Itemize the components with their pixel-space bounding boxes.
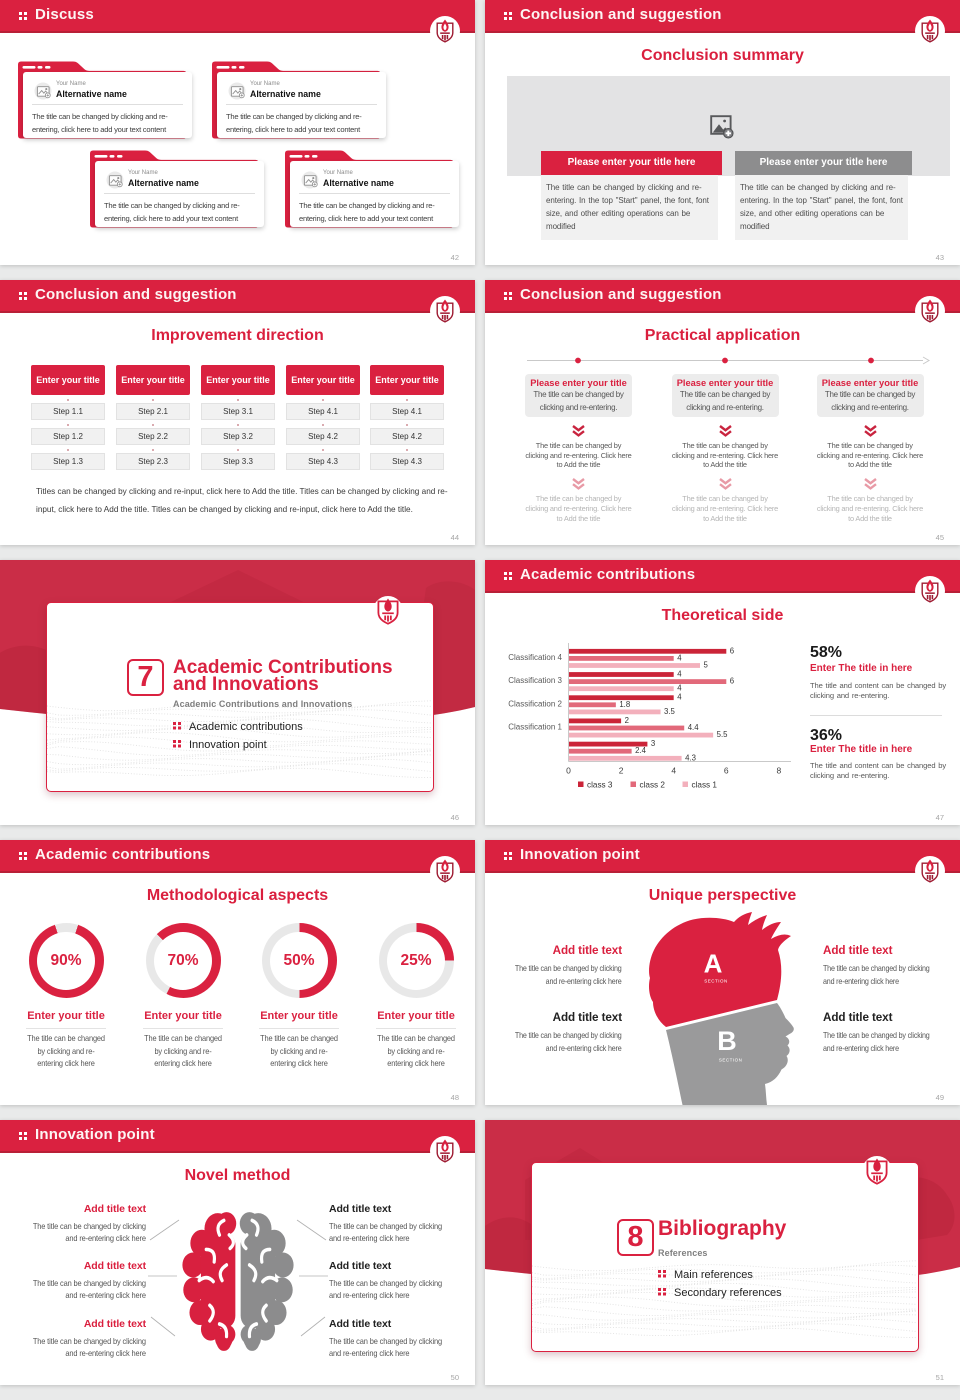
svg-text:3.5: 3.5 (664, 707, 676, 716)
svg-text:4.4: 4.4 (688, 723, 700, 732)
svg-text:2: 2 (619, 766, 624, 776)
svg-text:4: 4 (671, 766, 676, 776)
svg-text:4: 4 (677, 670, 682, 679)
svg-text:5: 5 (704, 661, 709, 670)
svg-text:1.8: 1.8 (619, 700, 630, 709)
svg-text:Classification 2: Classification 2 (508, 699, 562, 708)
svg-text:Classification 3: Classification 3 (508, 676, 562, 685)
svg-text:6: 6 (730, 646, 734, 655)
svg-text:class 3: class 3 (587, 781, 613, 790)
svg-text:B: B (717, 1026, 737, 1056)
svg-text:3: 3 (651, 739, 655, 748)
svg-text:SECTION: SECTION (719, 1058, 743, 1063)
svg-text:class 1: class 1 (692, 781, 718, 790)
svg-text:A: A (704, 949, 723, 979)
svg-text:6: 6 (730, 677, 734, 686)
svg-text:4.3: 4.3 (685, 753, 696, 762)
svg-text:4: 4 (677, 693, 682, 702)
svg-text:2: 2 (625, 716, 629, 725)
svg-text:Classification 1: Classification 1 (508, 723, 562, 732)
svg-text:5.5: 5.5 (717, 730, 729, 739)
svg-text:0: 0 (566, 766, 571, 776)
svg-text:SECTION: SECTION (704, 979, 728, 984)
svg-text:6: 6 (724, 766, 729, 776)
svg-text:2.4: 2.4 (635, 746, 647, 755)
svg-text:4: 4 (677, 653, 682, 662)
svg-text:8: 8 (777, 766, 782, 776)
svg-text:Classification 4: Classification 4 (508, 653, 562, 662)
svg-text:4: 4 (677, 684, 682, 693)
svg-text:class 2: class 2 (640, 781, 666, 790)
